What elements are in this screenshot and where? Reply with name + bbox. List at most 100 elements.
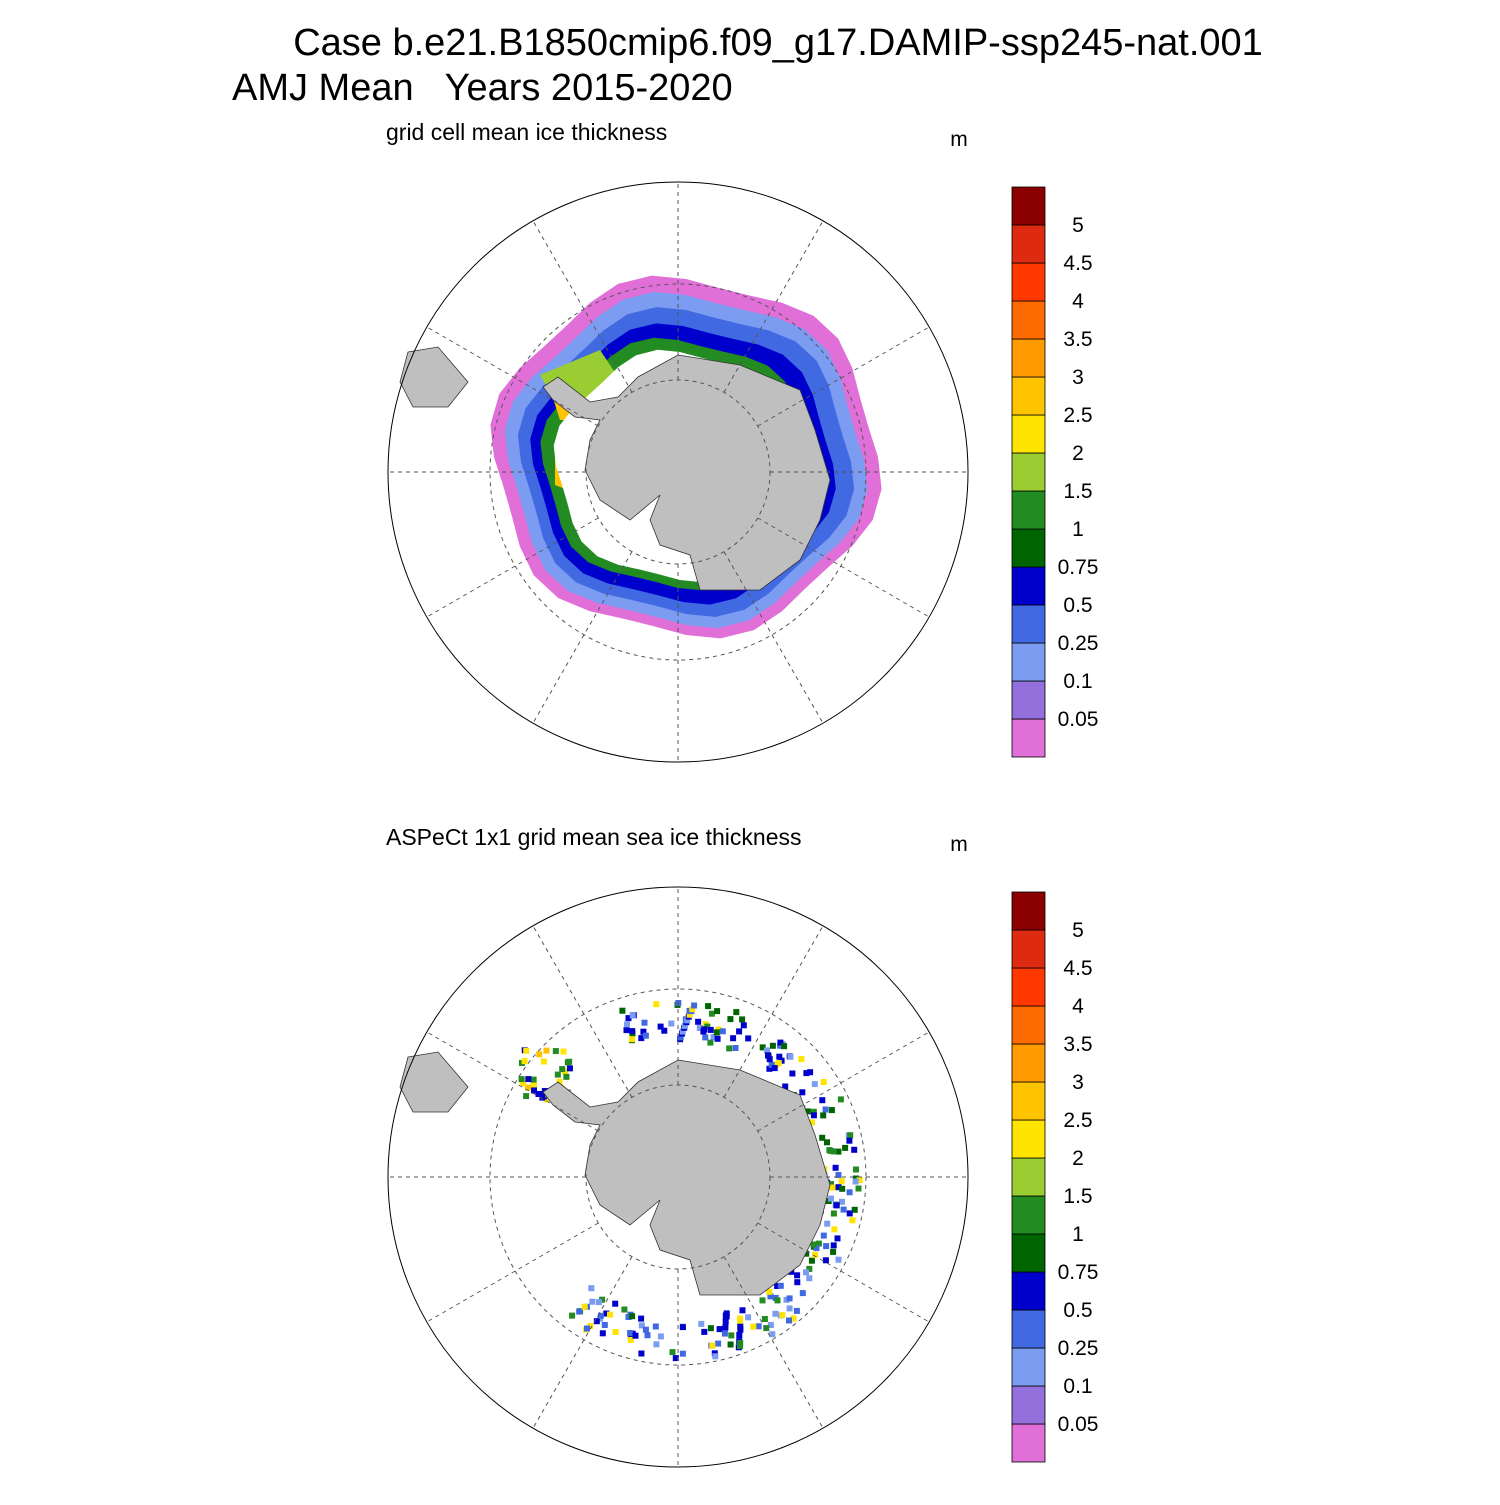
longitude-line [532,551,633,724]
ice-cell [623,1027,630,1034]
colorbar-label: 3.5 [1063,1033,1092,1056]
ice-cell [520,1080,527,1087]
ice-cell [710,1034,717,1041]
longitude-line [723,551,824,724]
ice-cell [737,1340,744,1346]
ice-cell [737,1343,743,1350]
ice-cell [849,1217,856,1224]
ice-cell [554,1071,561,1078]
ice-cell [627,1336,634,1343]
ice-cell [701,1026,708,1033]
colorbar-box [1011,300,1046,340]
ice-cell [556,1078,563,1085]
colorbar-box [1011,929,1046,969]
colorbar-box [1011,1423,1046,1463]
ice-cell [737,1318,744,1325]
ice-cell [776,1053,783,1060]
ice-cell [621,1306,628,1313]
ice-cell [595,1299,602,1306]
colorbar-label: 0.5 [1063,594,1092,617]
colorbar-label: 4 [1072,995,1084,1018]
ice-cell [819,1134,826,1141]
colorbar-label: 1 [1072,1223,1084,1246]
ice-cell [629,1012,636,1019]
ice-cell [815,1240,822,1247]
colorbar-label: 0.5 [1063,1299,1092,1322]
colorbar-box [1011,604,1046,644]
ice-cell [853,1166,859,1173]
ice-cell [820,1079,827,1085]
colorbar-box [1011,1271,1046,1311]
ice-cell [794,1279,801,1286]
ice-cell [619,1007,626,1014]
colorbar-box [1011,452,1046,492]
ice-cell [830,1148,837,1155]
ice-cell [823,1243,830,1250]
ice-cell [536,1051,543,1058]
ice-cell [793,1307,800,1314]
ice-cell [830,1242,837,1249]
ice-cell [672,1355,679,1362]
ice-cell [839,1185,846,1192]
ice-cell [641,1019,648,1026]
ice-cell [765,1052,771,1059]
ice-cell [835,1256,842,1263]
ice-cell [809,1119,815,1126]
ice-cell [599,1330,606,1337]
ice-cell [707,1325,714,1332]
longitude-line [723,220,824,393]
ice-cell [713,1029,720,1036]
ice-cell [837,1096,844,1103]
ice-cell [525,1076,532,1083]
ice-cell [638,1350,645,1357]
title-line2: AMJ Mean Years 2015-2020 [232,67,733,109]
longitude-line [532,925,633,1098]
ice-cell [589,1298,596,1305]
ice-cell [612,1300,619,1307]
ice-cell [521,1058,528,1065]
ice-cell [560,1048,567,1055]
ice-cell [709,1342,716,1349]
ice-cell [787,1053,794,1060]
ice-cell [727,1341,734,1348]
ice-cell [689,1006,696,1013]
ice-cell [679,1324,686,1331]
colorbar-label: 3.5 [1063,328,1092,351]
ice-cell [803,1269,809,1276]
colorbar-label: 3 [1072,366,1084,389]
ice-cell [640,1028,647,1035]
ice-cell [607,1311,613,1318]
ice-cell [828,1107,835,1114]
ice-cell [798,1056,805,1063]
ice-cell [652,1323,659,1330]
longitude-line [532,220,633,393]
ice-cell [584,1325,590,1332]
ice-cell [531,1087,538,1094]
polar-map [387,886,969,1468]
ice-cell [852,1178,859,1185]
ice-cell [730,1035,737,1042]
ice-cell [811,1081,818,1088]
colorbar-label: 2 [1072,1147,1084,1170]
ice-cell [535,1091,542,1098]
ice-cell [629,1313,636,1320]
colorbar-label: 0.05 [1058,1413,1099,1436]
ice-cell [642,1326,649,1333]
colorbar-label: 3 [1072,1071,1084,1094]
ice-cell [777,1282,784,1289]
ice-cell [691,1002,698,1009]
colorbar-box [1011,1081,1046,1121]
ice-cell [835,1148,842,1155]
colorbar-box [1011,642,1046,682]
ice-cell [830,1248,837,1255]
longitude-line [723,925,824,1098]
ice-cell [838,1178,845,1185]
colorbar-box [1011,338,1046,378]
ice-cell [769,1331,776,1338]
longitude-line [757,1222,930,1323]
ice-cell [767,1322,774,1328]
ice-cell [769,1042,776,1049]
panel-title: ASPeCt 1x1 grid mean sea ice thickness [386,824,801,850]
ice-cell [719,1028,726,1035]
